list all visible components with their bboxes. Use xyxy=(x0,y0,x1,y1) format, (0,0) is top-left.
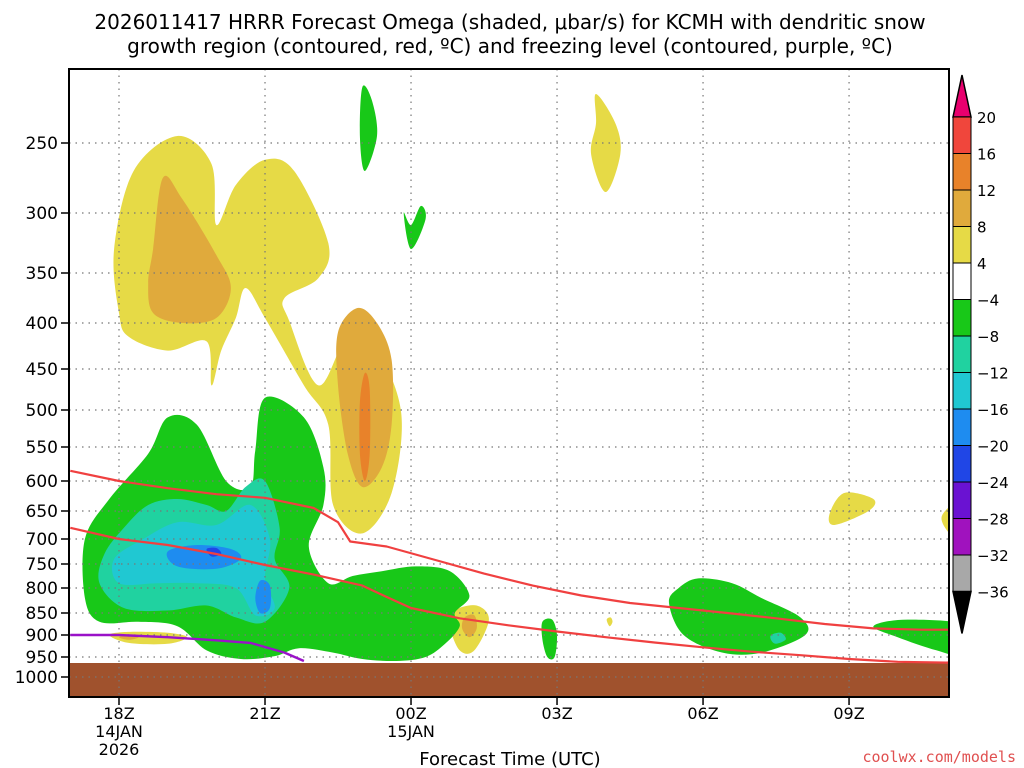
omega-region-ascent-core-upper xyxy=(148,175,231,324)
x-tick-label: 06Z xyxy=(687,704,718,723)
omega-region-ascent-right-edge xyxy=(941,507,949,533)
colorbar-segment xyxy=(952,299,972,337)
y-tick-label: 850 xyxy=(26,604,58,624)
colorbar-segment xyxy=(952,518,972,556)
colorbar-label: −4 xyxy=(977,292,999,310)
contour-lines-layer xyxy=(70,469,949,664)
colorbar-segment xyxy=(952,408,972,446)
x-tick-sublabel: 2026 xyxy=(99,740,140,759)
grid-lines xyxy=(69,69,949,697)
colorbar-label: 12 xyxy=(977,182,996,200)
x-tick-sublabel: 15JAN xyxy=(387,722,435,741)
colorbar-top-arrow xyxy=(952,74,972,118)
x-tick-sublabel: 14JAN xyxy=(95,722,143,741)
y-tick-label: 300 xyxy=(26,204,58,224)
x-tick-label: 03Z xyxy=(541,704,572,723)
y-tick-label: 400 xyxy=(26,314,58,334)
omega-region-subsidence-night xyxy=(541,618,558,660)
y-tick-label: 750 xyxy=(26,555,58,575)
watermark: coolwx.com/models xyxy=(862,748,1016,766)
colorbar-label: −32 xyxy=(977,547,1009,565)
omega-shading-layer xyxy=(82,85,949,662)
y-tick-label: 450 xyxy=(26,360,58,380)
colorbar-segment xyxy=(952,116,972,154)
omega-region-subsidence-level4-low xyxy=(255,580,272,614)
omega-region-ascent-peak xyxy=(359,372,371,481)
colorbar: 20 16 12 8 4 −4 −8 −12 −16 −20 −24 −28 −32 −36 xyxy=(952,74,1009,634)
y-tick-label: 550 xyxy=(26,438,58,458)
colorbar-segment xyxy=(952,153,972,191)
colorbar-label: −28 xyxy=(977,511,1009,529)
chart-title-line2: growth region (contoured, red, ºC) and f… xyxy=(127,34,893,58)
colorbar-segment xyxy=(952,189,972,227)
dgz-lower-contour xyxy=(70,526,949,664)
colorbar-label: −16 xyxy=(977,401,1009,419)
omega-region-subsidence-level4 xyxy=(166,544,242,570)
colorbar-label: 16 xyxy=(977,146,996,164)
y-tick-label: 700 xyxy=(26,530,58,550)
y-tick-label: 600 xyxy=(26,472,58,492)
colorbar-segment xyxy=(952,481,972,519)
colorbar-segment xyxy=(952,226,972,264)
ground-terrain xyxy=(69,663,949,697)
omega-region-ascent-09Z xyxy=(828,492,876,526)
y-tick-label: 950 xyxy=(26,648,58,668)
colorbar-segment xyxy=(952,554,972,592)
y-tick-label: 650 xyxy=(26,502,58,522)
x-tick-label: 09Z xyxy=(833,704,864,723)
chart-title-line1: 2026011417 HRRR Forecast Omega (shaded, … xyxy=(94,10,925,34)
colorbar-label: −24 xyxy=(977,474,1009,492)
colorbar-segment xyxy=(952,372,972,410)
colorbar-label: −20 xyxy=(977,438,1009,456)
x-tick-label: 21Z xyxy=(249,704,280,723)
y-tick-label: 350 xyxy=(26,264,58,284)
colorbar-label: 20 xyxy=(977,109,996,127)
colorbar-bottom-arrow xyxy=(952,590,972,634)
x-tick-label: 00Z xyxy=(395,704,426,723)
omega-region-subsidence-top-1 xyxy=(359,85,378,171)
colorbar-label: −8 xyxy=(977,328,999,346)
omega-region-ascent-tiny xyxy=(606,617,613,627)
colorbar-label: 4 xyxy=(977,255,987,273)
colorbar-label: 8 xyxy=(977,219,987,237)
y-tick-label: 500 xyxy=(26,401,58,421)
x-axis-title: Forecast Time (UTC) xyxy=(419,749,600,768)
y-tick-label: 250 xyxy=(26,134,58,154)
freezing-level-contour xyxy=(70,633,305,663)
omega-region-subsidence-early-core xyxy=(770,632,786,644)
pressure-axis: 2503003504004505005506006507007508008509… xyxy=(15,134,69,688)
colorbar-segment xyxy=(952,335,972,373)
y-tick-label: 900 xyxy=(26,626,58,646)
plot-frame xyxy=(68,68,950,698)
colorbar-segment xyxy=(952,262,972,300)
omega-region-subsidence-top-2 xyxy=(403,205,426,250)
y-tick-label: 800 xyxy=(26,579,58,599)
dgz-upper-contour xyxy=(70,469,949,631)
colorbar-segment xyxy=(952,445,972,483)
plot-area xyxy=(69,69,949,697)
x-tick-label: 18Z xyxy=(103,704,134,723)
colorbar-label: −12 xyxy=(977,365,1009,383)
y-tick-label: 1000 xyxy=(15,668,58,688)
colorbar-label: −36 xyxy=(977,584,1009,602)
omega-region-ascent-top-mid xyxy=(590,94,621,192)
